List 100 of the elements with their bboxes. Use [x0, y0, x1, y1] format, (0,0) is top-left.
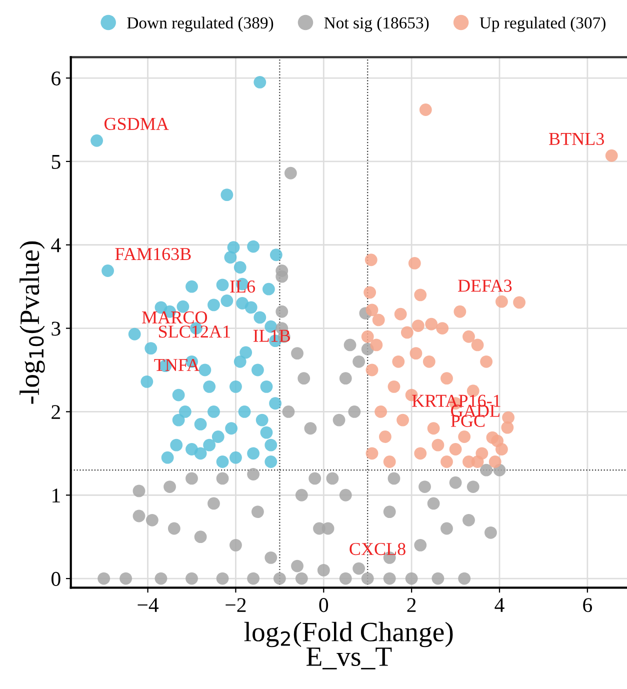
point: [224, 251, 237, 264]
point: [414, 447, 427, 460]
point: [436, 322, 449, 335]
point: [454, 305, 466, 318]
point: [440, 456, 453, 468]
point: [203, 380, 216, 393]
annotation: KRTAP16-1: [412, 394, 500, 407]
point: [394, 308, 407, 320]
point: [140, 375, 154, 388]
y-tick-label: 0: [52, 572, 60, 586]
annotation: BTNL3: [549, 132, 604, 146]
point: [388, 380, 400, 393]
point: [374, 405, 388, 418]
point: [605, 149, 618, 162]
point: [240, 346, 252, 359]
point: [172, 388, 185, 402]
annotation: PGC: [450, 414, 485, 427]
point: [366, 447, 378, 460]
x-axis-title: log$_{2}$(Fold Change) E_vs_T: [244, 622, 453, 670]
point: [90, 134, 103, 147]
annotation: MARCO: [142, 311, 208, 324]
legend-label: Up regulated (307): [480, 16, 606, 32]
point: [170, 438, 183, 452]
x-tick-label: 6: [583, 598, 592, 612]
point: [256, 414, 268, 426]
point: [208, 298, 220, 312]
legend-label: Down regulated (389): [127, 16, 274, 32]
point: [392, 355, 405, 368]
point: [262, 282, 275, 296]
point: [412, 320, 424, 332]
point: [254, 311, 266, 324]
point: [220, 294, 234, 307]
point: [425, 318, 438, 330]
point: [370, 338, 383, 352]
point: [254, 76, 266, 88]
point: [203, 438, 216, 452]
point: [449, 443, 462, 456]
x-tick-label: 4: [494, 598, 504, 612]
point: [396, 414, 409, 426]
point: [501, 421, 514, 434]
point: [178, 405, 192, 418]
point: [198, 364, 212, 376]
point: [410, 347, 422, 360]
point: [234, 261, 246, 274]
point: [364, 286, 376, 299]
point: [208, 405, 220, 418]
point: [212, 430, 224, 443]
x-tick-label: 0: [319, 598, 328, 612]
x-tick-label: 2: [407, 598, 416, 612]
point: [260, 380, 273, 393]
point: [186, 280, 198, 293]
point: [247, 447, 260, 460]
annotation: IL1B: [253, 330, 290, 342]
point: [462, 330, 475, 343]
point: [194, 447, 207, 460]
point: [458, 430, 471, 443]
point: [247, 240, 260, 253]
point: [366, 364, 378, 376]
point: [383, 456, 396, 468]
point: [230, 380, 242, 393]
point: [227, 241, 240, 254]
y-tick-label: 4: [51, 238, 61, 252]
y-tick-label: 5: [52, 155, 60, 169]
point: [422, 355, 436, 368]
annotation: GSDMA: [104, 118, 169, 130]
point: [144, 342, 158, 355]
annotation: DEFA3: [458, 280, 512, 292]
point: [264, 456, 278, 468]
point: [471, 338, 484, 352]
y-tick-label: 6: [52, 71, 61, 86]
point: [194, 418, 207, 430]
point: [378, 430, 392, 443]
point: [230, 451, 242, 464]
point: [440, 372, 453, 385]
point: [495, 295, 508, 308]
point: [462, 456, 475, 468]
point: [238, 405, 251, 418]
y-tick-label: 1: [52, 488, 60, 502]
legend-label: Not sig (18653): [324, 16, 429, 32]
point: [414, 288, 427, 302]
point: [419, 104, 432, 116]
point: [161, 451, 174, 464]
point: [216, 278, 229, 292]
point: [513, 296, 526, 309]
annotation: CXCL8: [350, 542, 406, 556]
point: [408, 257, 421, 270]
point: [400, 326, 414, 339]
point: [495, 443, 508, 456]
point: [366, 304, 378, 316]
point: [264, 438, 278, 452]
y-tick-label: 2: [52, 405, 60, 419]
point: [251, 364, 264, 376]
point: [480, 355, 493, 368]
y-tick-label: 3: [52, 322, 60, 336]
point: [225, 422, 238, 435]
point: [234, 355, 246, 368]
x-tick-label: −2: [226, 598, 246, 612]
point: [361, 330, 374, 343]
point: [102, 264, 114, 277]
annotation: GADL: [451, 404, 500, 417]
